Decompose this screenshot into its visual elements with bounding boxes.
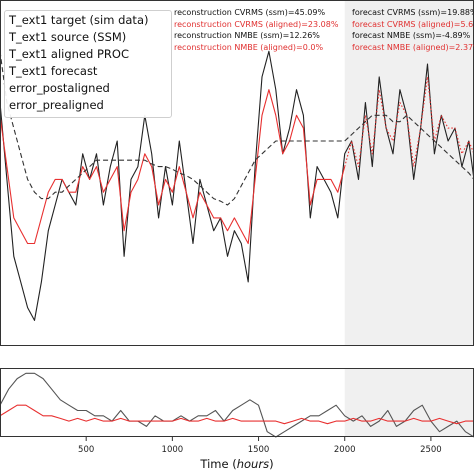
stat-line: forecast NMBE (aligned)=2.37%	[352, 42, 474, 52]
series-line-t-ext1-aligned-proc	[0, 89, 346, 245]
main-panel	[0, 0, 474, 346]
x-tick-label: 500	[78, 445, 95, 455]
series-line-t-ext1-source-ssm-	[0, 51, 474, 206]
x-axis-title: Time	[200, 457, 229, 471]
legend-entry: error_postaligned	[9, 81, 110, 95]
x-axis-unit: hours	[236, 457, 270, 471]
error-panel	[0, 368, 474, 441]
series-line-error-prealigned	[0, 372, 474, 438]
stat-line: forecast CVRMS (aligned)=5.63%	[352, 19, 474, 29]
forecast-region-shade	[344, 368, 474, 437]
stat-line: reconstruction NMBE (aligned)=0.0%	[174, 42, 324, 52]
legend-entry: T_ext1 source (SSM)	[9, 30, 127, 44]
stat-line: forecast NMBE (ssm)=-4.89%	[352, 31, 471, 40]
legend-entry: T_ext1 aligned PROC	[9, 47, 129, 61]
legend-entry: T_ext1 target (sim data)	[9, 13, 149, 27]
x-tick-label: 2000	[333, 445, 356, 455]
forecast-region-shade	[344, 0, 474, 346]
x-tick-label: 1000	[161, 445, 184, 455]
stat-line: reconstruction CVRMS (ssm)=45.09%	[174, 8, 326, 17]
stat-line: forecast CVRMS (ssm)=19.88%	[352, 8, 474, 17]
x-tick-label: 1500	[247, 445, 270, 455]
reconstruction-stats: reconstruction CVRMS (ssm)=45.09% recons…	[174, 8, 338, 54]
legend-entry: T_ext1 forecast	[9, 64, 98, 78]
legend: T_ext1 target (sim data) T_ext1 source (…	[4, 10, 172, 118]
series-line-error-postaligned	[0, 404, 474, 425]
forecast-stats: forecast CVRMS (ssm)=19.88% forecast CVR…	[352, 8, 474, 54]
x-axis-label: Time (hours)	[200, 457, 274, 471]
stat-line: reconstruction CVRMS (aligned)=23.08%	[174, 19, 339, 29]
x-tick-label: 2500	[420, 445, 442, 455]
stat-line: reconstruction NMBE (ssm)=12.26%	[174, 31, 320, 40]
legend-entry: error_prealigned	[9, 98, 104, 112]
